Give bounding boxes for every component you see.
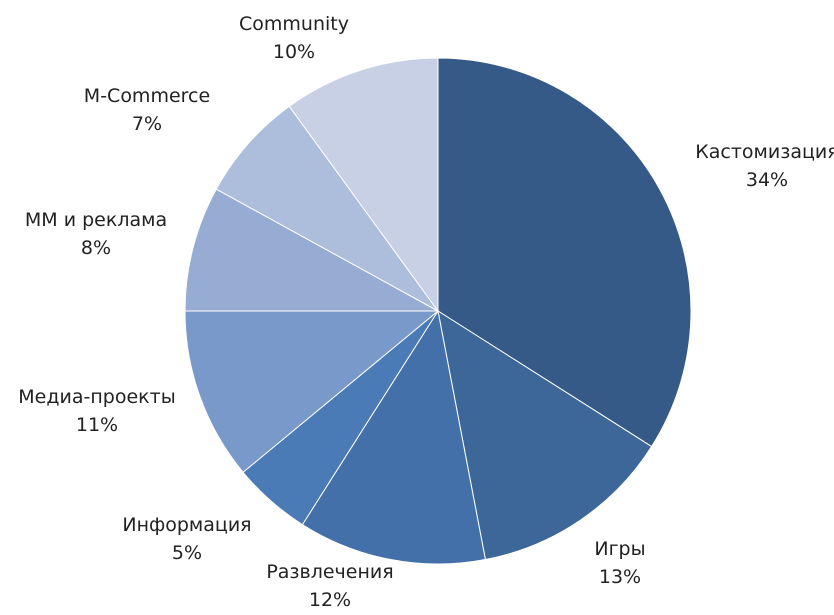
slice-value-label: 13% [599, 566, 641, 588]
slice-label: Информация [122, 514, 251, 536]
slice-label: Медиа-проекты [18, 386, 175, 408]
pie-slice [437, 309, 653, 561]
slice-label: Развлечения [266, 561, 393, 583]
slice-label: Community [239, 13, 349, 35]
labels-layer: Кастомизация 34% Игры 13% Развлечения 12% Инфо… [18, 13, 834, 611]
slice-label: M-Commerce [84, 85, 210, 107]
slice-value-label: 11% [76, 414, 118, 436]
slice-value-label: 12% [309, 589, 351, 611]
pie-slice [288, 57, 439, 313]
pie-slice [215, 105, 439, 312]
slice-value-label: 7% [132, 113, 162, 135]
slice-value-label: 10% [273, 41, 315, 63]
slices-layer [184, 57, 692, 565]
pie-slice [301, 309, 486, 565]
slice-label: ММ и реклама [25, 209, 167, 231]
pie-slice [184, 188, 439, 312]
slice-label: Игры [594, 538, 645, 560]
slice-value-label: 34% [746, 169, 788, 191]
pie-slice [437, 57, 692, 448]
slice-label: Кастомизация [695, 141, 834, 163]
slice-value-label: 5% [172, 542, 202, 564]
slice-value-label: 8% [81, 237, 111, 259]
pie-slice [184, 310, 440, 473]
